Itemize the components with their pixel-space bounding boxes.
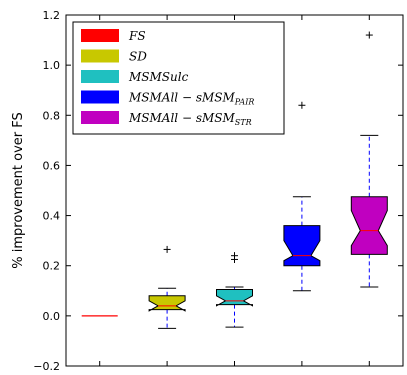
legend-swatch xyxy=(81,49,119,63)
y-tick-label: 1.2 xyxy=(43,9,61,22)
legend-item: MSMAll − sMSMSTR xyxy=(81,111,252,127)
box-3 xyxy=(216,252,253,328)
y-tick-label: −0.2 xyxy=(33,360,60,373)
legend-item: MSMAll − sMSMPAIR xyxy=(81,90,254,107)
y-tick-label: 1.0 xyxy=(43,59,61,72)
y-tick-label: 0.8 xyxy=(43,109,61,122)
notched-box xyxy=(283,225,321,267)
notched-box xyxy=(350,196,388,255)
legend-label: MSMAll − sMSMSTR xyxy=(128,111,252,127)
legend-label-main: MSMAll − sMSM xyxy=(128,111,235,125)
legend-label-subscript: PAIR xyxy=(234,98,255,107)
box-4 xyxy=(283,101,321,292)
y-tick-label: 0.6 xyxy=(43,159,61,172)
legend-label-subscript: STR xyxy=(235,118,252,127)
y-tick-label: 0.0 xyxy=(43,310,61,323)
legend-swatch xyxy=(81,29,119,42)
y-tick-label: 0.4 xyxy=(43,210,61,223)
legend-label-main: MSMSulc xyxy=(128,70,189,84)
legend-label: MSMSulc xyxy=(128,70,189,84)
legend-label-main: SD xyxy=(129,50,147,64)
y-tick-label: 0.2 xyxy=(43,260,61,273)
y-axis-label: % improvement over FS xyxy=(11,112,26,268)
legend-item: FS xyxy=(81,29,146,43)
box-2 xyxy=(148,245,186,329)
legend-item: MSMSulc xyxy=(81,70,189,84)
legend-swatch xyxy=(81,111,119,124)
legend-swatch xyxy=(81,90,119,104)
legend-label: FS xyxy=(128,29,146,43)
legend-label: MSMAll − sMSMPAIR xyxy=(128,91,254,107)
legend-swatch xyxy=(81,70,119,83)
box-5 xyxy=(350,31,388,288)
notched-box xyxy=(148,295,186,312)
legend-item: SD xyxy=(81,49,147,64)
legend-label: SD xyxy=(129,50,147,64)
axes-layer: −0.2 0.0 0.2 0.4 0.6 0.8 1.0 1.2 % improvement o… xyxy=(11,9,404,373)
legend-label-main: FS xyxy=(128,29,146,43)
legend-label-main: MSMAll − sMSM xyxy=(128,91,235,105)
boxes-layer xyxy=(81,31,388,329)
notched-box xyxy=(216,289,253,307)
